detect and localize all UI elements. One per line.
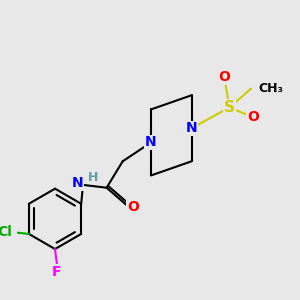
Text: N: N — [145, 136, 157, 149]
Text: O: O — [219, 70, 230, 84]
Text: S: S — [224, 100, 235, 115]
Text: N: N — [71, 176, 83, 190]
Text: N: N — [186, 121, 197, 135]
Text: CH₃: CH₃ — [259, 82, 284, 95]
Text: Cl: Cl — [0, 225, 12, 239]
Text: H: H — [88, 171, 98, 184]
Text: F: F — [52, 265, 62, 279]
Text: O: O — [247, 110, 259, 124]
Text: O: O — [127, 200, 139, 214]
